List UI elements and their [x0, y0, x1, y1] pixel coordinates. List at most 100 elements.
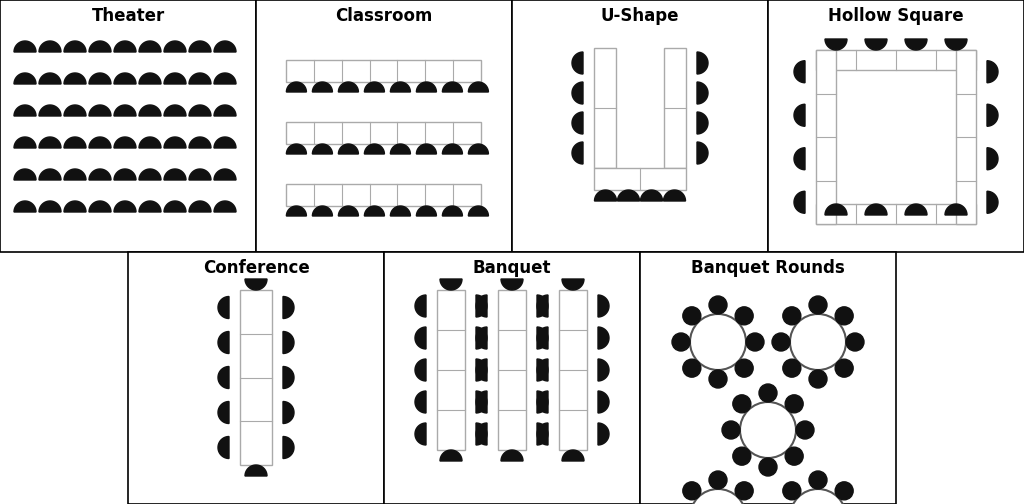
Circle shape [759, 384, 777, 402]
Polygon shape [865, 39, 887, 50]
Polygon shape [945, 39, 967, 50]
Polygon shape [89, 169, 111, 180]
Polygon shape [283, 332, 294, 353]
Polygon shape [218, 436, 229, 459]
Polygon shape [537, 423, 548, 445]
Circle shape [709, 370, 727, 388]
Polygon shape [39, 41, 61, 52]
Text: Banquet: Banquet [473, 259, 551, 277]
Polygon shape [415, 359, 426, 381]
Polygon shape [114, 137, 136, 148]
Polygon shape [825, 39, 847, 50]
Polygon shape [794, 61, 805, 83]
Polygon shape [139, 105, 161, 116]
Polygon shape [572, 142, 583, 164]
Polygon shape [139, 41, 161, 52]
Polygon shape [139, 137, 161, 148]
Polygon shape [338, 82, 358, 92]
Polygon shape [442, 144, 463, 154]
Polygon shape [468, 144, 488, 154]
Circle shape [782, 359, 801, 377]
Text: Classroom: Classroom [335, 7, 433, 25]
Polygon shape [537, 359, 548, 381]
Polygon shape [63, 41, 86, 52]
Polygon shape [468, 82, 488, 92]
Polygon shape [476, 359, 487, 381]
Polygon shape [572, 52, 583, 74]
Circle shape [836, 359, 853, 377]
Polygon shape [987, 104, 998, 126]
Circle shape [722, 421, 740, 439]
Polygon shape [537, 391, 548, 413]
Bar [594, 48, 616, 168]
Bar [816, 50, 976, 70]
Bar [128, 252, 384, 504]
Polygon shape [245, 465, 267, 476]
Circle shape [683, 482, 700, 500]
Circle shape [735, 359, 754, 377]
Polygon shape [164, 137, 186, 148]
Polygon shape [214, 137, 236, 148]
Circle shape [809, 296, 827, 314]
Circle shape [740, 402, 796, 458]
Polygon shape [476, 327, 487, 349]
Polygon shape [89, 137, 111, 148]
Polygon shape [189, 137, 211, 148]
Circle shape [785, 395, 803, 413]
Circle shape [690, 314, 746, 370]
Bar [0, 0, 256, 252]
Polygon shape [365, 206, 384, 216]
Polygon shape [697, 142, 708, 164]
Polygon shape [415, 327, 426, 349]
Polygon shape [794, 104, 805, 126]
Polygon shape [287, 144, 306, 154]
Text: U-Shape: U-Shape [601, 7, 679, 25]
Circle shape [846, 333, 864, 351]
Polygon shape [572, 82, 583, 104]
Polygon shape [572, 112, 583, 134]
Polygon shape [598, 295, 609, 317]
Polygon shape [63, 169, 86, 180]
Polygon shape [14, 105, 36, 116]
Polygon shape [476, 423, 487, 445]
Bar [816, 50, 836, 224]
Circle shape [735, 307, 754, 325]
Polygon shape [63, 73, 86, 84]
Polygon shape [945, 204, 967, 215]
Polygon shape [417, 82, 436, 92]
Circle shape [772, 333, 790, 351]
Polygon shape [89, 105, 111, 116]
Polygon shape [365, 144, 384, 154]
Polygon shape [697, 52, 708, 74]
Polygon shape [794, 148, 805, 170]
Polygon shape [664, 190, 685, 201]
Circle shape [733, 447, 751, 465]
Polygon shape [390, 82, 411, 92]
Polygon shape [283, 366, 294, 389]
Bar [559, 290, 587, 450]
Polygon shape [476, 391, 487, 413]
Circle shape [782, 482, 801, 500]
Polygon shape [338, 206, 358, 216]
Polygon shape [312, 82, 333, 92]
Polygon shape [283, 436, 294, 459]
Circle shape [672, 333, 690, 351]
Polygon shape [865, 204, 887, 215]
Polygon shape [14, 137, 36, 148]
Polygon shape [114, 169, 136, 180]
Polygon shape [39, 201, 61, 212]
Bar [768, 0, 1024, 252]
Polygon shape [598, 327, 609, 349]
Polygon shape [39, 169, 61, 180]
Polygon shape [189, 201, 211, 212]
Polygon shape [442, 82, 463, 92]
Polygon shape [537, 391, 548, 413]
Circle shape [836, 482, 853, 500]
Polygon shape [987, 191, 998, 213]
Polygon shape [476, 295, 487, 317]
Circle shape [782, 307, 801, 325]
Polygon shape [214, 105, 236, 116]
Bar [640, 252, 896, 504]
Text: Banquet Rounds: Banquet Rounds [691, 259, 845, 277]
Circle shape [790, 489, 846, 504]
